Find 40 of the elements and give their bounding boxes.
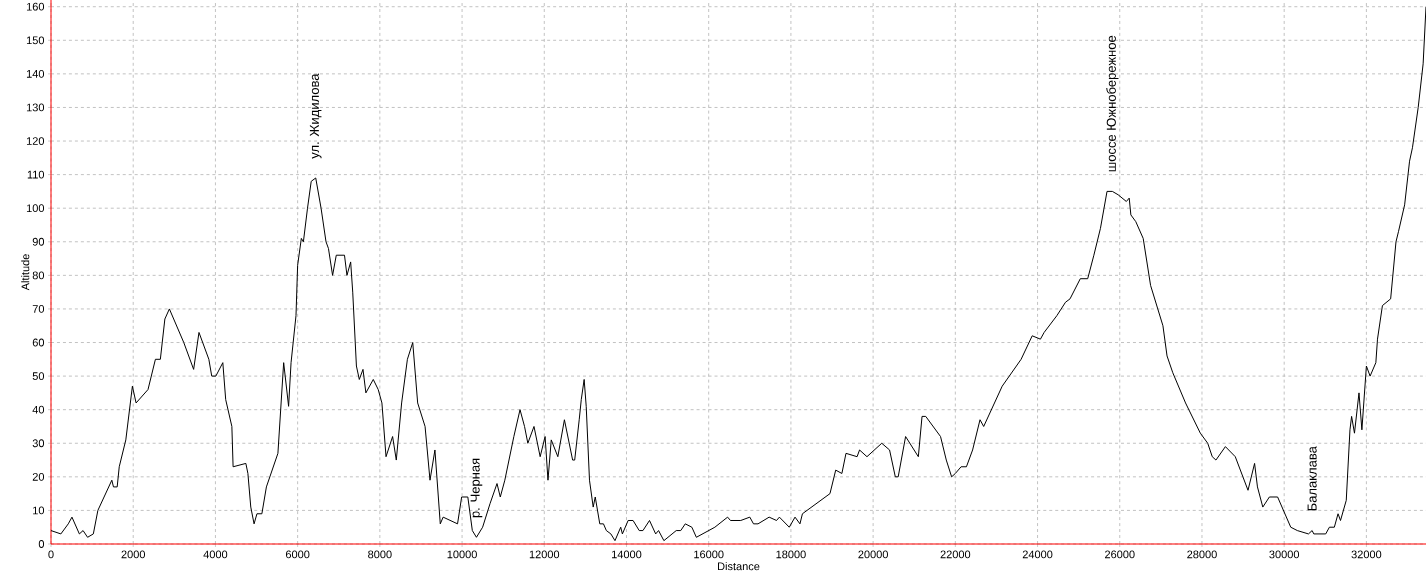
y-tick-label: 100 xyxy=(26,204,45,213)
x-axis-title: Distance xyxy=(718,562,760,571)
x-tick-label: 20000 xyxy=(858,550,888,559)
x-tick-label: 14000 xyxy=(612,550,642,559)
x-tick-label: 2000 xyxy=(121,550,146,559)
annotation: Балаклава xyxy=(1307,446,1317,511)
y-tick-label: 140 xyxy=(26,69,45,78)
y-tick-label: 120 xyxy=(26,137,45,145)
x-tick-label: 22000 xyxy=(940,550,971,559)
annotation: р. Черная xyxy=(470,458,483,518)
y-tick-label: 90 xyxy=(32,237,45,246)
x-tick-label: 12000 xyxy=(529,550,560,559)
x-tick-label: 26000 xyxy=(1105,550,1135,559)
x-tick-label: 16000 xyxy=(694,550,724,559)
x-tick-label: 4000 xyxy=(203,550,228,559)
x-tick-label: 32000 xyxy=(1351,550,1382,559)
y-tick-label: 150 xyxy=(26,36,45,45)
x-tick-label: 6000 xyxy=(285,550,310,559)
x-tick-label: 24000 xyxy=(1022,550,1053,559)
y-tick-label: 70 xyxy=(32,305,45,313)
x-tick-label: 10000 xyxy=(447,550,477,559)
x-tick-label: 18000 xyxy=(776,550,806,559)
y-tick-label: 40 xyxy=(32,405,45,414)
y-tick-label: 30 xyxy=(32,439,45,448)
x-tick-label: 30000 xyxy=(1269,550,1300,559)
annotation: ул. Жидилова xyxy=(309,73,322,159)
annotation: шоссе Южнобережное xyxy=(1106,35,1119,172)
x-tick-label: 28000 xyxy=(1187,550,1217,559)
y-tick-label: 20 xyxy=(32,472,45,481)
y-tick-label: 10 xyxy=(33,506,45,515)
y-tick-label: 50 xyxy=(32,372,45,380)
y-tick-label: 60 xyxy=(32,338,45,347)
y-axis-title: Altitude xyxy=(21,254,30,291)
y-tick-label: 0 xyxy=(38,540,45,548)
y-tick-label: 80 xyxy=(32,271,45,280)
x-tick-label: 8000 xyxy=(368,550,392,559)
x-tick-label: 0 xyxy=(48,550,54,559)
y-tick-label: 160 xyxy=(26,2,45,11)
y-tick-label: 130 xyxy=(26,103,45,112)
y-tick-label: 110 xyxy=(27,170,45,179)
